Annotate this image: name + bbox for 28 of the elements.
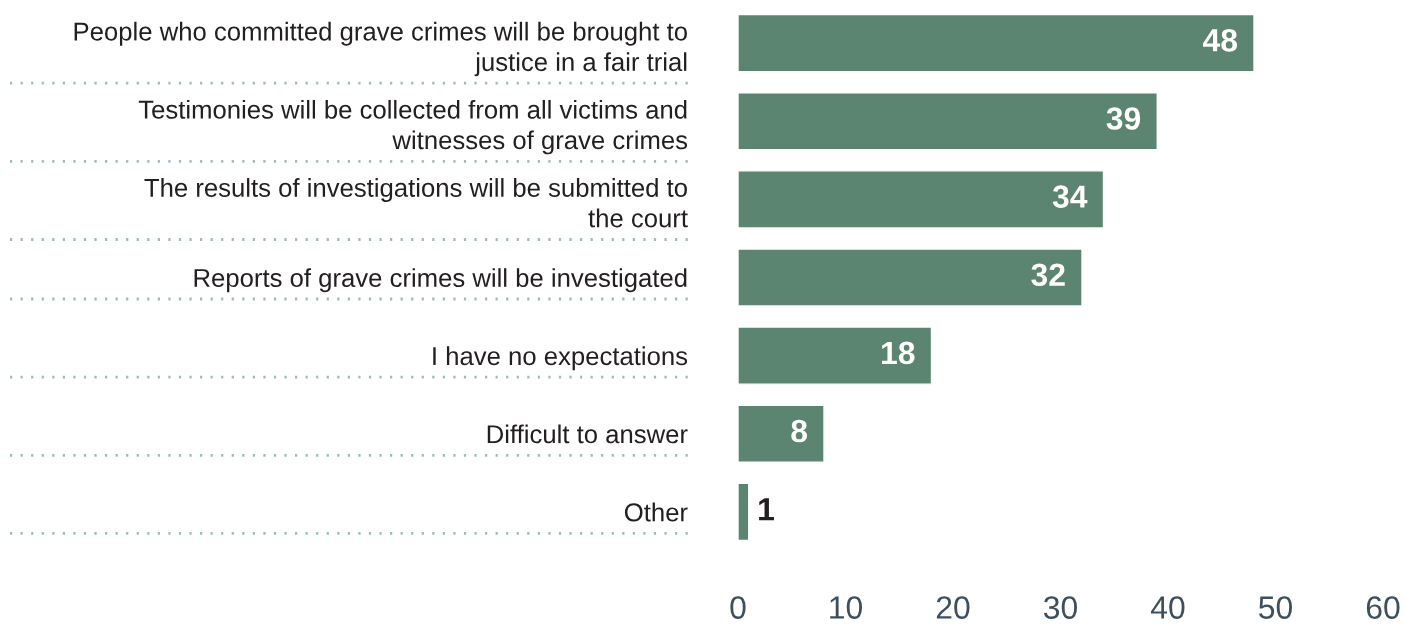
x-tick-label: 40 xyxy=(1150,596,1185,619)
bar xyxy=(738,91,1158,151)
data-label: 1 xyxy=(759,498,774,521)
y-tick-label: Other xyxy=(624,502,688,522)
bar xyxy=(738,404,825,464)
bar xyxy=(738,326,933,385)
bar xyxy=(738,170,1105,229)
x-tick-label: 0 xyxy=(730,596,746,619)
y-tick-label: Difficult to answer xyxy=(487,424,688,444)
x-tick-label: 60 xyxy=(1366,596,1400,619)
y-tick-label: People who committed grave crimes will be brought to justice in a fair trial xyxy=(74,21,687,77)
data-label: 34 xyxy=(1052,185,1088,208)
data-label: 48 xyxy=(1202,29,1238,52)
data-label: 18 xyxy=(882,341,915,365)
bar xyxy=(738,13,1255,73)
x-tick-label: 50 xyxy=(1259,596,1293,619)
x-tick-label: 30 xyxy=(1043,596,1078,619)
data-label: 32 xyxy=(1031,263,1065,287)
x-tick-label: 10 xyxy=(830,596,863,619)
y-tick-label: Reports of grave crimes will be investigated xyxy=(194,268,687,293)
y-tick-label: I have no expectations xyxy=(433,346,688,371)
data-label: 39 xyxy=(1106,107,1141,130)
y-tick-label: Testimonies will be collected from all victims and witnesses of grave crimes xyxy=(138,99,688,155)
data-label: 8 xyxy=(791,419,808,443)
y-tick-label: The results of investigations will be submitted to the court xyxy=(144,178,688,228)
bar xyxy=(738,248,1083,307)
bar xyxy=(738,482,750,542)
x-tick-label: 20 xyxy=(936,596,970,619)
